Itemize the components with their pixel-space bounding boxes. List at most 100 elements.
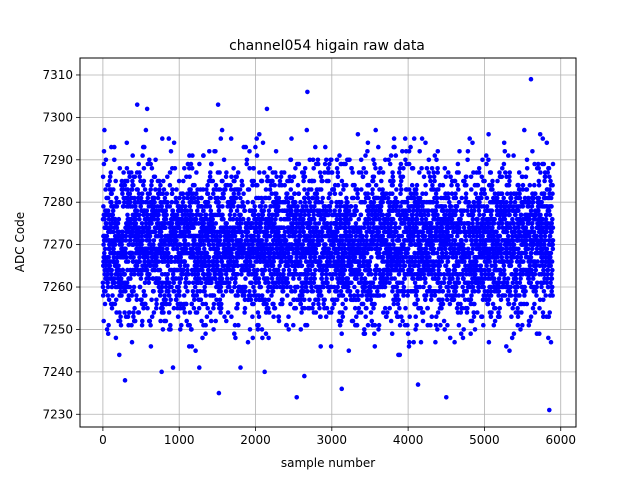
data-point bbox=[423, 297, 428, 303]
data-point bbox=[245, 229, 251, 235]
data-point bbox=[352, 284, 357, 290]
data-point bbox=[356, 305, 362, 311]
data-point bbox=[460, 305, 465, 311]
data-point bbox=[323, 144, 328, 150]
data-point bbox=[310, 263, 315, 269]
data-point bbox=[317, 170, 323, 175]
data-point bbox=[139, 322, 145, 328]
data-point bbox=[357, 259, 362, 264]
data-point bbox=[445, 229, 450, 235]
data-point bbox=[265, 263, 271, 269]
data-point bbox=[348, 293, 353, 298]
data-point bbox=[322, 297, 328, 303]
data-point bbox=[151, 216, 157, 222]
data-point bbox=[363, 170, 369, 175]
data-point bbox=[355, 132, 361, 137]
data-point bbox=[167, 280, 172, 286]
data-point bbox=[118, 272, 123, 277]
data-point bbox=[344, 195, 349, 201]
data-point bbox=[407, 314, 413, 320]
data-point bbox=[177, 263, 183, 269]
data-point bbox=[359, 187, 364, 192]
data-point bbox=[421, 174, 427, 180]
data-point bbox=[297, 229, 303, 235]
data-point bbox=[390, 182, 396, 188]
data-point bbox=[158, 182, 163, 188]
data-point bbox=[366, 263, 372, 269]
data-point bbox=[323, 242, 328, 247]
data-point bbox=[380, 212, 386, 218]
data-point bbox=[341, 272, 346, 277]
data-point bbox=[218, 267, 224, 273]
data-point bbox=[334, 157, 340, 163]
data-point bbox=[112, 242, 118, 247]
data-point bbox=[343, 297, 349, 303]
data-point bbox=[476, 208, 482, 213]
data-point bbox=[282, 182, 288, 188]
data-point bbox=[476, 170, 482, 175]
data-point bbox=[423, 246, 429, 252]
data-point bbox=[281, 272, 286, 277]
data-point bbox=[387, 204, 392, 209]
data-point bbox=[272, 182, 278, 188]
data-point bbox=[431, 267, 436, 273]
data-point bbox=[263, 204, 268, 209]
data-point bbox=[371, 242, 376, 247]
data-point bbox=[144, 208, 150, 213]
data-point bbox=[331, 242, 337, 247]
data-point bbox=[168, 149, 174, 154]
data-point bbox=[453, 254, 459, 260]
data-point bbox=[235, 263, 241, 269]
data-point bbox=[458, 310, 464, 315]
data-point bbox=[423, 216, 429, 222]
data-point bbox=[319, 272, 325, 277]
data-point bbox=[141, 305, 146, 311]
data-point bbox=[365, 322, 371, 328]
data-point bbox=[207, 174, 213, 180]
data-point bbox=[414, 322, 419, 328]
data-point bbox=[189, 344, 195, 349]
data-point bbox=[477, 199, 482, 205]
data-point bbox=[232, 322, 238, 328]
data-point bbox=[322, 161, 328, 167]
data-point bbox=[255, 267, 260, 273]
data-point bbox=[158, 229, 164, 235]
data-point bbox=[338, 216, 343, 222]
data-point bbox=[123, 233, 129, 239]
data-point bbox=[394, 310, 399, 315]
data-point bbox=[358, 310, 364, 315]
data-point bbox=[137, 216, 142, 222]
data-point bbox=[304, 204, 309, 209]
data-point bbox=[454, 305, 460, 311]
data-point bbox=[167, 301, 172, 307]
data-point bbox=[218, 284, 224, 290]
data-point bbox=[310, 289, 316, 294]
data-point bbox=[372, 276, 378, 281]
data-point bbox=[272, 305, 278, 311]
data-point bbox=[435, 310, 441, 315]
data-point bbox=[288, 157, 294, 163]
data-point bbox=[370, 280, 376, 286]
data-point bbox=[151, 242, 156, 247]
data-point bbox=[199, 280, 204, 286]
data-point bbox=[136, 191, 142, 196]
data-point bbox=[388, 250, 394, 256]
data-point bbox=[268, 204, 274, 209]
data-point bbox=[393, 195, 398, 201]
data-point bbox=[185, 289, 190, 294]
data-point bbox=[146, 225, 152, 230]
data-point bbox=[405, 331, 411, 337]
data-point bbox=[327, 204, 333, 209]
data-point bbox=[468, 174, 474, 180]
data-point bbox=[252, 212, 257, 218]
data-point bbox=[322, 204, 328, 209]
data-point bbox=[254, 136, 259, 141]
data-point bbox=[199, 204, 205, 209]
data-point bbox=[165, 174, 170, 180]
data-point bbox=[360, 174, 366, 180]
data-point bbox=[208, 195, 213, 201]
data-point bbox=[229, 289, 235, 294]
data-point bbox=[296, 238, 302, 243]
data-point bbox=[446, 195, 451, 201]
data-point bbox=[469, 238, 474, 243]
